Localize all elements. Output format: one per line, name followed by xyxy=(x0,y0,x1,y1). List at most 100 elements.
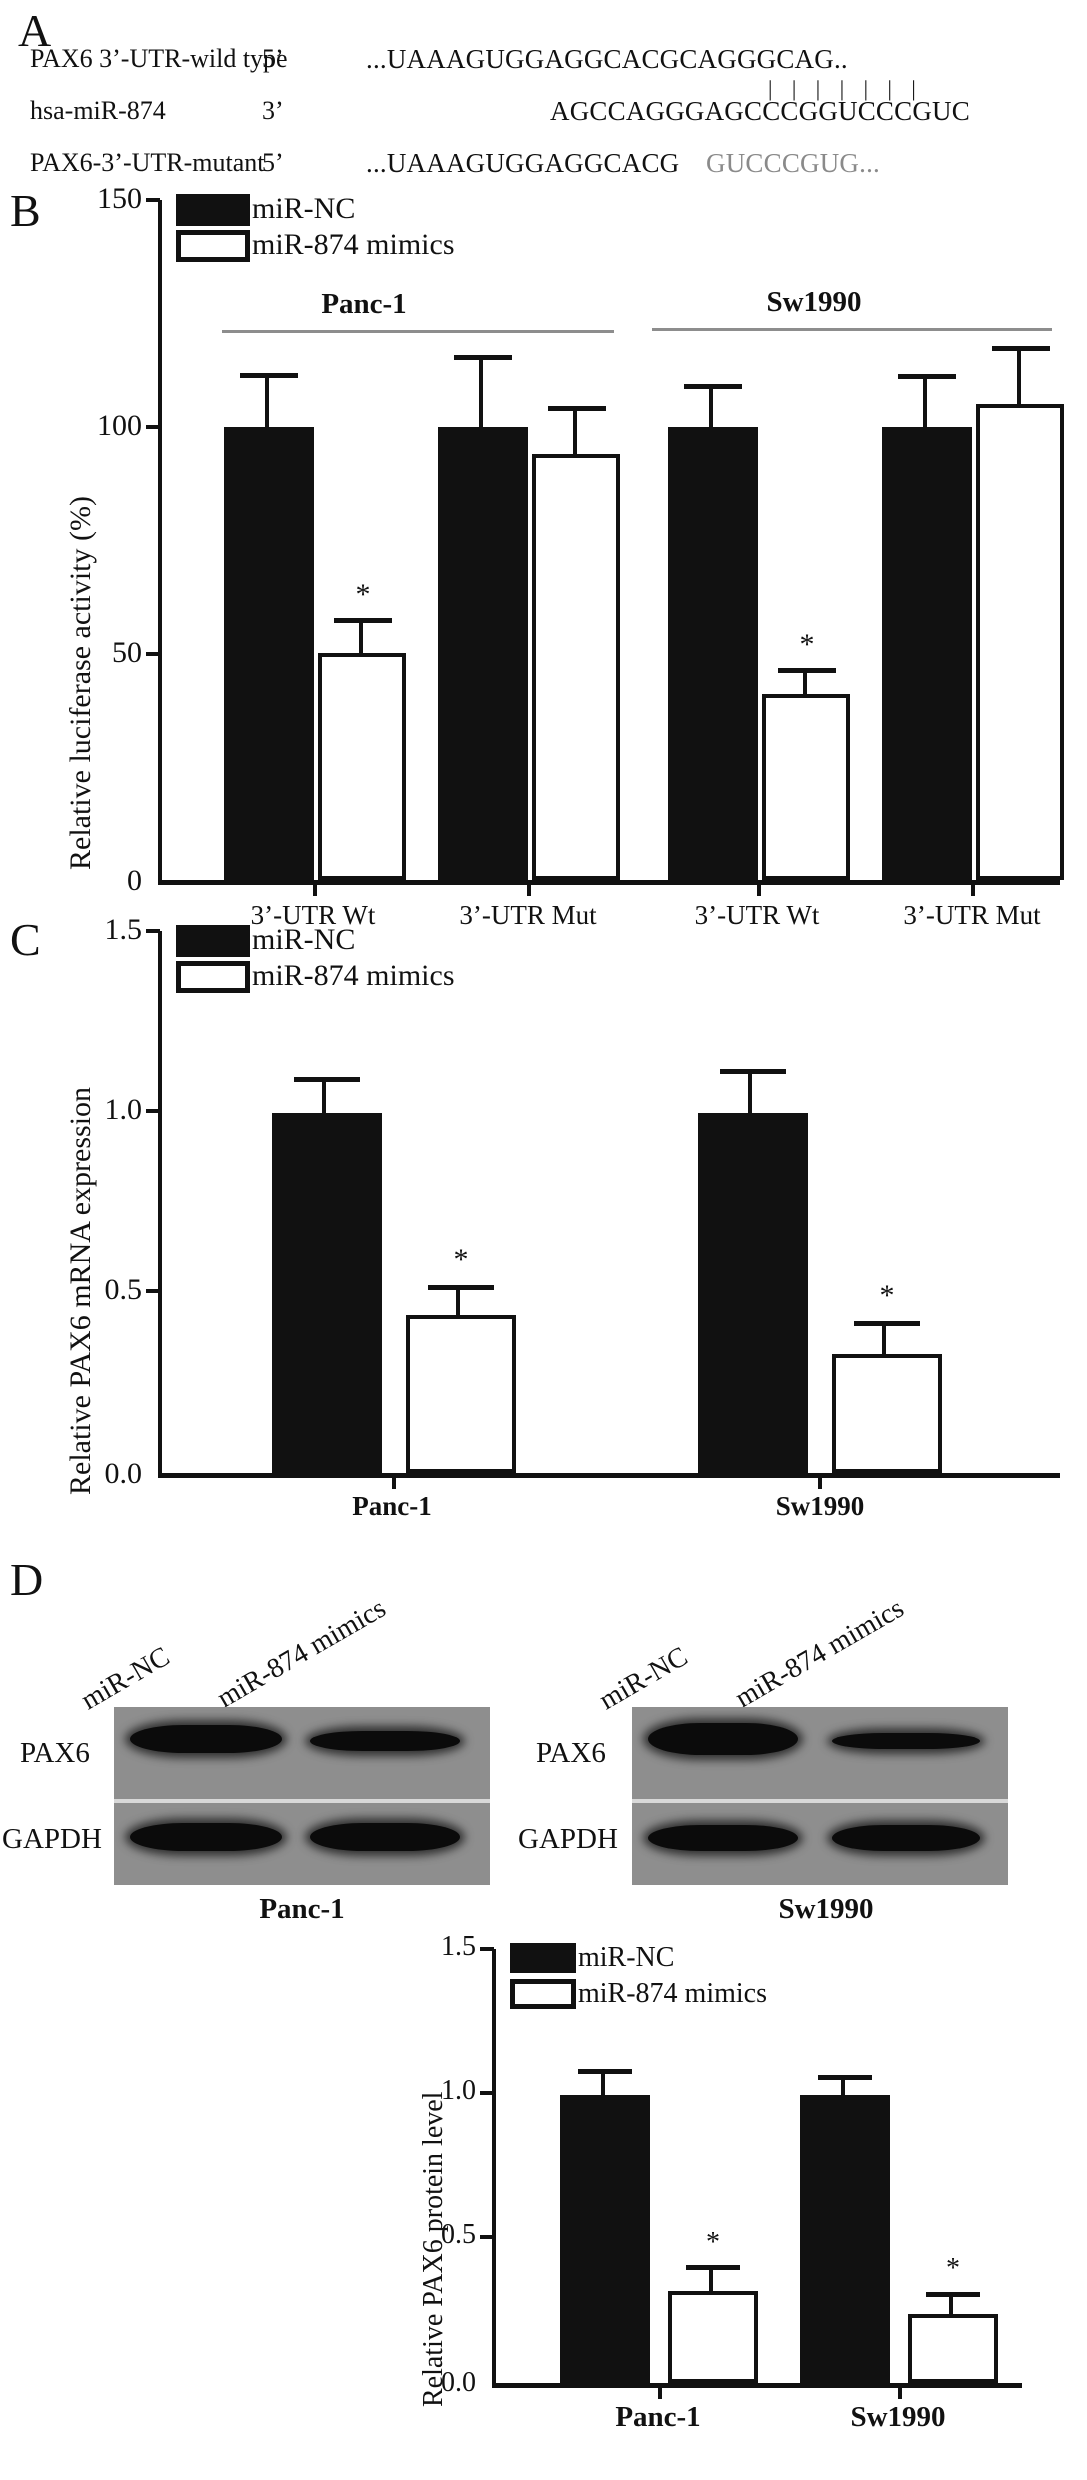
blot2-lane-label-mimics: miR-874 mimics xyxy=(730,1592,910,1715)
panel-a: A PAX6 3’-UTR-wild type 5’ ...UAAAGUGGAG… xyxy=(0,0,1087,195)
panel-c-errcap-mimic-0 xyxy=(428,1285,494,1290)
panel-d-ytick-label-05: 0.5 xyxy=(441,2219,476,2250)
panel-c-ytick-label-15: 1.5 xyxy=(104,913,143,946)
blot2-band-gapdh-nc xyxy=(648,1825,798,1851)
panel-d-err-mimic-1 xyxy=(949,2294,953,2317)
panel-b-ytick-label-0: 0 xyxy=(127,864,142,897)
panel-b-ytick-label-150: 150 xyxy=(97,182,142,215)
panel-b-errcap-mimic-3 xyxy=(992,346,1050,351)
panel-b-legend-label-0: miR-NC xyxy=(252,192,356,225)
panel-d-bar-nc-0 xyxy=(560,2095,650,2383)
panel-b-err-mimic-3 xyxy=(1017,348,1021,407)
panel-b-xtick-3 xyxy=(971,883,975,896)
panel-b-bar-mimic-2 xyxy=(762,694,850,880)
panel-c-x-axis xyxy=(158,1473,1060,1478)
panel-b-legend-label-1: miR-874 mimics xyxy=(252,228,455,261)
panel-d-xtick-0 xyxy=(658,2386,662,2399)
panel-c-errcap-nc-0 xyxy=(294,1077,360,1082)
blot1-row-separator xyxy=(114,1799,490,1803)
panel-d-ytick-label-10: 1.0 xyxy=(441,2075,476,2106)
blot1-cell-line: Panc-1 xyxy=(259,1893,345,1925)
panel-b-xtick-label-3: 3’-UTR Mut xyxy=(903,900,1041,930)
blot1-row-label-gapdh: GAPDH xyxy=(2,1823,102,1855)
blot1-lane-label-mimics: miR-874 mimics xyxy=(212,1592,392,1715)
panel-b-bar-mimic-3 xyxy=(976,404,1064,880)
panel-b-err-nc-1 xyxy=(479,357,483,430)
blot-image-sw1990 xyxy=(632,1707,1008,1885)
panel-c-legend-label-0: miR-NC xyxy=(252,923,356,956)
panel-d-significance-0: * xyxy=(706,2227,720,2258)
panel-b-err-mimic-0 xyxy=(359,620,363,656)
legend-swatch-open-icon xyxy=(510,1979,576,2009)
panel-d-errcap-mimic-0 xyxy=(686,2265,740,2270)
panel-c-err-mimic-0 xyxy=(456,1287,460,1318)
panel-b-ytick-label-100: 100 xyxy=(97,409,142,442)
legend-swatch-open-icon xyxy=(176,230,250,262)
panel-b-err-nc-0 xyxy=(265,375,269,430)
panel-c-bar-nc-1 xyxy=(698,1113,808,1473)
blot1-band-pax6-nc xyxy=(130,1725,282,1753)
panel-c-errcap-mimic-1 xyxy=(854,1321,920,1326)
panel-b-ytick-100 xyxy=(146,425,160,429)
panel-c-y-axis xyxy=(158,931,162,1477)
sequence-row-mir874: hsa-miR-874 3’ AGCCAGGGAGCCCGGUCCCGUC xyxy=(0,96,1087,136)
sequence-end-mutant: 5’ xyxy=(262,148,284,177)
panel-d-x-axis xyxy=(492,2383,1022,2388)
blot1-band-gapdh-mimics xyxy=(310,1823,460,1851)
panel-d: D miR-NC miR-874 mimics PAX6 GAPDH Panc-… xyxy=(0,1555,1087,2480)
panel-b-errcap-mimic-1 xyxy=(548,406,606,411)
panel-b-errcap-mimic-0 xyxy=(334,618,392,623)
panel-b-errcap-nc-0 xyxy=(240,373,298,378)
panel-b-xtick-label-0: 3’-UTR Wt xyxy=(250,900,376,930)
panel-b-group-label-sw1990: Sw1990 xyxy=(766,286,862,318)
legend-swatch-filled-icon xyxy=(510,1943,576,1973)
blot2-band-pax6-mimics xyxy=(832,1733,980,1749)
panel-b-bar-mimic-1 xyxy=(532,454,620,880)
panel-d-bar-nc-1 xyxy=(800,2095,890,2383)
sequence-bases-mir874: AGCCAGGGAGCCCGGUCCCGUC xyxy=(550,96,970,126)
blot2-band-gapdh-mimics xyxy=(832,1825,980,1851)
panel-b-errcap-nc-1 xyxy=(454,355,512,360)
panel-c-significance-0: * xyxy=(453,1243,469,1276)
panel-b-errcap-nc-3 xyxy=(898,374,956,379)
panel-b-xtick-0 xyxy=(313,883,317,896)
panel-b-err-mimic-2 xyxy=(803,670,807,697)
panel-b-legend-item-1: miR-874 mimics xyxy=(176,228,596,264)
panel-b-xtick-label-1: 3’-UTR Mut xyxy=(459,900,597,930)
panel-c-ytick-label-05: 0.5 xyxy=(104,1273,143,1306)
panel-c-ytick-label-10: 1.0 xyxy=(104,1093,143,1126)
panel-b-ylabel: Relative luciferase activity (%) xyxy=(64,496,97,870)
panel-d-legend-item-0: miR-NC xyxy=(510,1941,930,1977)
sequence-bases-wild-type: ...UAAAGUGGAGGCACGCAGGGCAG.. xyxy=(366,44,848,74)
panel-d-bar-mimic-1 xyxy=(908,2314,998,2383)
panel-b-x-axis xyxy=(158,880,1060,885)
panel-c-ytick-15 xyxy=(146,929,160,933)
blot1-lane-label-mir-nc: miR-NC xyxy=(76,1641,176,1717)
panel-d-legend-label-0: miR-NC xyxy=(578,1942,675,1973)
blot2-lane-label-mir-nc: miR-NC xyxy=(594,1641,694,1717)
panel-c-legend-item-1: miR-874 mimics xyxy=(176,959,596,995)
panel-b-significance-2: * xyxy=(799,628,815,661)
panel-b-errcap-mimic-2 xyxy=(778,668,836,673)
blot2-band-pax6-nc xyxy=(648,1723,798,1755)
blot-image-panc1 xyxy=(114,1707,490,1885)
panel-c-bar-mimic-1 xyxy=(832,1354,942,1473)
panel-c-xtick-label-1: Sw1990 xyxy=(775,1491,865,1521)
panel-b-ytick-150 xyxy=(146,198,160,202)
panel-b-y-axis xyxy=(158,200,162,883)
panel-b-bar-nc-0 xyxy=(224,427,314,880)
panel-c-errcap-nc-1 xyxy=(720,1069,786,1074)
panel-b-errcap-nc-2 xyxy=(684,384,742,389)
panel-b-bar-nc-1 xyxy=(438,427,528,880)
panel-b-ytick-label-50: 50 xyxy=(112,636,142,669)
panel-b-legend: miR-NC miR-874 mimics xyxy=(176,192,596,264)
panel-c-err-nc-1 xyxy=(748,1071,752,1116)
panel-d-xtick-label-1: Sw1990 xyxy=(850,2401,946,2433)
panel-b-significance-0: * xyxy=(355,578,371,611)
panel-b-legend-item-0: miR-NC xyxy=(176,192,596,228)
panel-d-y-axis xyxy=(492,1949,496,2387)
panel-c-xtick-label-0: Panc-1 xyxy=(352,1491,432,1521)
panel-d-xtick-1 xyxy=(898,2386,902,2399)
blot1-row-label-pax6: PAX6 xyxy=(20,1737,90,1769)
panel-d-errcap-nc-0 xyxy=(578,2069,632,2074)
